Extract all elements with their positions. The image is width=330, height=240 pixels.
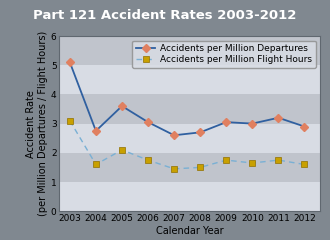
Accidents per Million Departures xyxy=(250,122,254,125)
Accidents per Million Flight Hours xyxy=(250,162,254,164)
Accidents per Million Departures xyxy=(277,116,280,119)
Accidents per Million Flight Hours xyxy=(277,159,280,162)
Text: Part 121 Accident Rates 2003-2012: Part 121 Accident Rates 2003-2012 xyxy=(33,9,297,22)
Legend: Accidents per Million Departures, Accidents per Million Flight Hours: Accidents per Million Departures, Accide… xyxy=(132,41,315,68)
Bar xyxy=(59,94,320,124)
Accidents per Million Departures xyxy=(198,131,202,134)
Bar xyxy=(59,124,320,153)
Bar xyxy=(59,153,320,182)
Bar xyxy=(59,65,320,94)
Accidents per Million Flight Hours xyxy=(146,159,150,162)
Accidents per Million Departures xyxy=(146,121,150,124)
X-axis label: Calendar Year: Calendar Year xyxy=(156,226,223,236)
Accidents per Million Flight Hours xyxy=(68,119,72,122)
Line: Accidents per Million Flight Hours: Accidents per Million Flight Hours xyxy=(67,118,308,172)
Bar xyxy=(59,36,320,65)
Bar xyxy=(59,182,320,211)
Accidents per Million Departures xyxy=(94,129,98,132)
Accidents per Million Flight Hours xyxy=(94,163,98,166)
Accidents per Million Departures xyxy=(120,105,124,108)
Accidents per Million Flight Hours xyxy=(172,168,176,170)
Accidents per Million Departures xyxy=(303,125,307,128)
Accidents per Million Departures xyxy=(68,61,72,64)
Line: Accidents per Million Departures: Accidents per Million Departures xyxy=(67,59,308,138)
Accidents per Million Departures xyxy=(172,134,176,137)
Accidents per Million Departures xyxy=(224,121,228,124)
Accidents per Million Flight Hours xyxy=(303,163,307,166)
Y-axis label: Accident Rate
(per Million Departures / Flight Hours): Accident Rate (per Million Departures / … xyxy=(26,31,48,216)
Accidents per Million Flight Hours xyxy=(224,159,228,162)
Accidents per Million Flight Hours xyxy=(120,148,124,151)
Accidents per Million Flight Hours xyxy=(198,166,202,169)
